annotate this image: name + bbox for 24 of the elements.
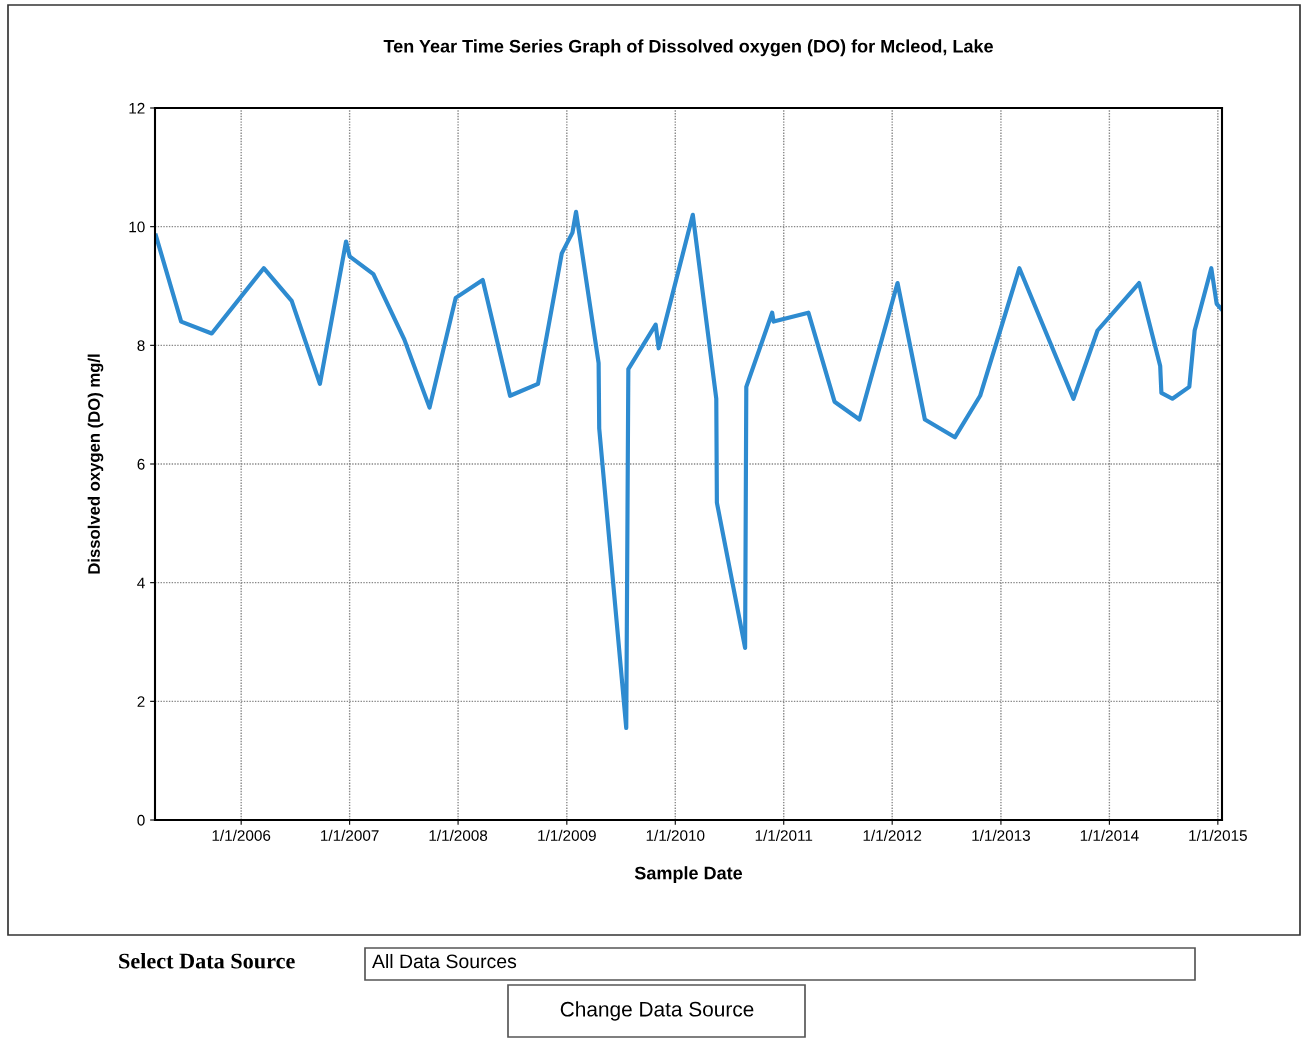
y-axis-title: Dissolved oxygen (DO) mg/l: [87, 354, 104, 574]
x-tick-label: 1/1/2006: [212, 829, 271, 841]
x-tick-label: 1/1/2009: [538, 829, 596, 841]
y-tick-label: 10: [129, 221, 145, 233]
text: Change Data Source: [560, 1001, 754, 1021]
y-tick-label: 6: [137, 458, 145, 470]
x-tick-label: 1/1/2014: [1080, 829, 1139, 841]
y-tick-label: 0: [137, 814, 145, 826]
x-tick-label: 1/1/2008: [429, 829, 488, 841]
x-tick-label: 1/1/2010: [646, 829, 705, 841]
x-axis-title: Sample Date: [634, 866, 743, 884]
x-tick-label: 1/1/2007: [321, 829, 379, 841]
x-tick-label: 1/1/2013: [972, 829, 1030, 841]
text: All Data Sources: [372, 953, 517, 969]
chart-title: Ten Year Time Series Graph of Dissolved oxygen (DO) for Mcleod, Lake: [383, 39, 993, 57]
y-tick-label: 4: [137, 577, 145, 589]
x-tick-label: 1/1/2011: [755, 829, 813, 841]
x-tick-label: 1/1/2015: [1189, 829, 1247, 841]
y-tick-label: 8: [137, 340, 145, 352]
y-tick-label: 12: [129, 102, 145, 114]
x-tick-label: 1/1/2012: [863, 829, 922, 841]
text: Select Data Source: [119, 952, 295, 969]
y-tick-label: 2: [137, 696, 145, 707]
line-series: [155, 209, 1222, 731]
